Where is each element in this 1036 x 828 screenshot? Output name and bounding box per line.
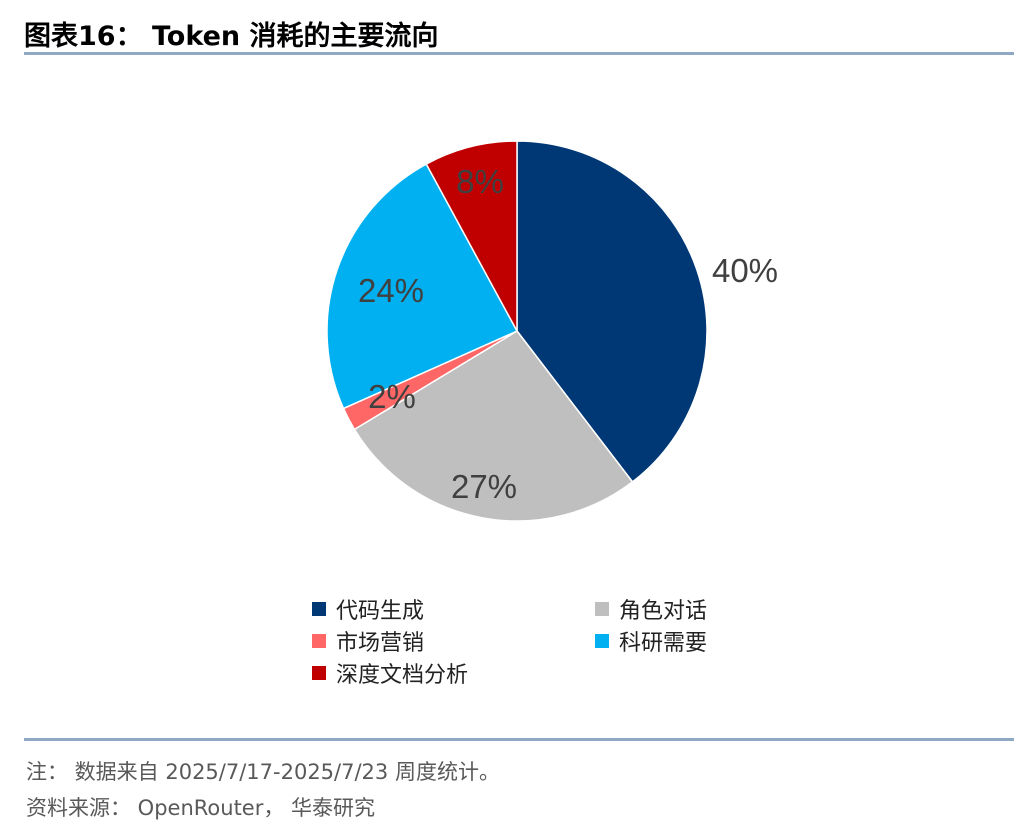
legend-item: 深度文档分析 [312, 657, 468, 689]
legend-label: 代码生成 [336, 599, 425, 624]
data-label: 40% [712, 252, 778, 289]
data-label: 2% [368, 378, 416, 415]
legend-swatch [595, 634, 609, 648]
legend-item: 市场营销 [312, 625, 424, 657]
chart-title: 图表16： Token 消耗的主要流向 [24, 21, 439, 52]
legend-label: 深度文档分析 [336, 663, 469, 688]
legend-item: 角色对话 [595, 593, 707, 625]
pie-slice-4 [326, 163, 519, 410]
legend-swatch [595, 602, 609, 616]
legend-swatch [312, 666, 326, 680]
data-label: 8% [456, 163, 504, 200]
legend-swatch [312, 634, 326, 648]
legend-item: 科研需要 [595, 625, 707, 657]
pie-slice-1 [516, 140, 708, 483]
pie-chart: 40% 27% 2% 24% 8% [326, 140, 778, 522]
legend-label: 市场营销 [336, 631, 425, 656]
footer-divider [24, 738, 1014, 741]
note-text: 注： 数据来自 2025/7/17-2025/7/23 周度统计。 [26, 760, 500, 784]
legend-label: 科研需要 [619, 631, 708, 656]
pie-slice-5 [425, 140, 518, 332]
legend-item: 代码生成 [312, 593, 424, 625]
pie-slice-2 [353, 330, 634, 522]
legend-swatch [312, 602, 326, 616]
legend-label: 角色对话 [619, 599, 708, 624]
source-text: 资料来源： OpenRouter， 华泰研究 [26, 796, 376, 820]
title-divider [24, 52, 1014, 55]
data-label: 27% [451, 468, 517, 505]
data-label: 24% [358, 272, 424, 309]
